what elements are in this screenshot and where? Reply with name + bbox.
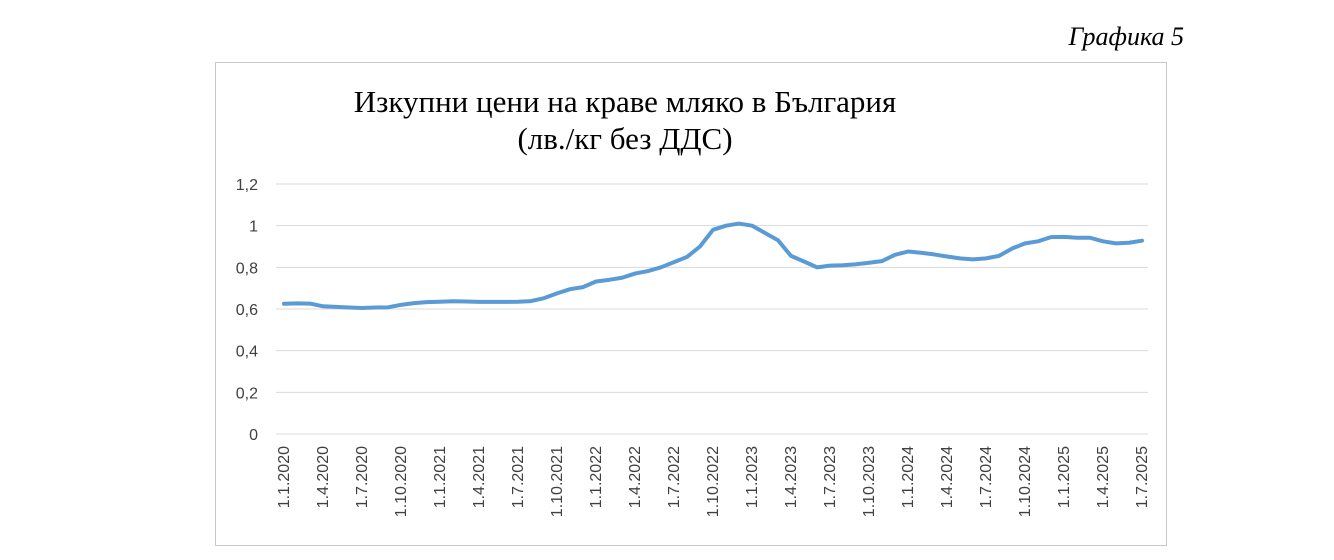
line-chart: Изкупни цени на краве мляко в България (… xyxy=(236,84,1151,517)
x-tick-label: 1.7.2025 xyxy=(1134,446,1151,508)
y-gridlines xyxy=(276,183,1148,435)
y-tick-label: 1,2 xyxy=(236,177,258,194)
y-tick-label: 0 xyxy=(249,427,258,444)
chart-title-line-1: Изкупни цени на краве мляко в България xyxy=(354,84,897,119)
x-tick-label: 1.1.2020 xyxy=(276,446,293,508)
x-tick-label: 1.10.2022 xyxy=(705,446,722,517)
x-tick-label: 1.7.2020 xyxy=(354,446,371,508)
x-tick-label: 1.7.2023 xyxy=(822,446,839,508)
x-tick-label: 1.7.2024 xyxy=(978,446,995,508)
x-tick-label: 1.1.2025 xyxy=(1056,446,1073,508)
x-tick-label: 1.1.2022 xyxy=(588,446,605,508)
x-tick-label: 1.7.2022 xyxy=(666,446,683,508)
y-tick-label: 0,8 xyxy=(236,260,258,277)
y-tick-label: 0,4 xyxy=(236,344,258,361)
y-tick-label: 0,6 xyxy=(236,302,258,319)
x-tick-label: 1.4.2025 xyxy=(1095,446,1112,508)
x-tick-label: 1.7.2021 xyxy=(510,446,527,508)
series-line xyxy=(282,221,1144,310)
x-tick-label: 1.4.2021 xyxy=(471,446,488,508)
x-tick-label: 1.10.2023 xyxy=(861,446,878,517)
x-tick-label: 1.4.2023 xyxy=(783,446,800,508)
x-tick-label: 1.4.2020 xyxy=(315,446,332,508)
chart-title-line-2: (лв./кг без ДДС) xyxy=(517,121,732,156)
x-tick-label: 1.1.2021 xyxy=(432,446,449,508)
x-tick-label: 1.10.2024 xyxy=(1017,446,1034,517)
chart-frame: Изкупни цени на краве мляко в България (… xyxy=(215,62,1167,546)
y-tick-label: 1 xyxy=(249,219,258,236)
y-tick-label: 0,2 xyxy=(236,385,258,402)
x-tick-label: 1.1.2023 xyxy=(744,446,761,508)
x-tick-label: 1.10.2021 xyxy=(549,446,566,517)
x-tick-label: 1.4.2022 xyxy=(627,446,644,508)
x-tick-label: 1.1.2024 xyxy=(900,446,917,508)
y-axis-ticks: 0 0,2 0,4 0,6 0,8 1 1,2 xyxy=(236,177,258,444)
x-tick-label: 1.10.2020 xyxy=(393,446,410,517)
figure-caption: Графика 5 xyxy=(1068,22,1184,51)
x-tick-label: 1.4.2024 xyxy=(939,446,956,508)
x-axis-ticks: 1.1.2020 1.4.2020 1.7.2020 1.10.2020 1.1.202… xyxy=(276,446,1151,517)
